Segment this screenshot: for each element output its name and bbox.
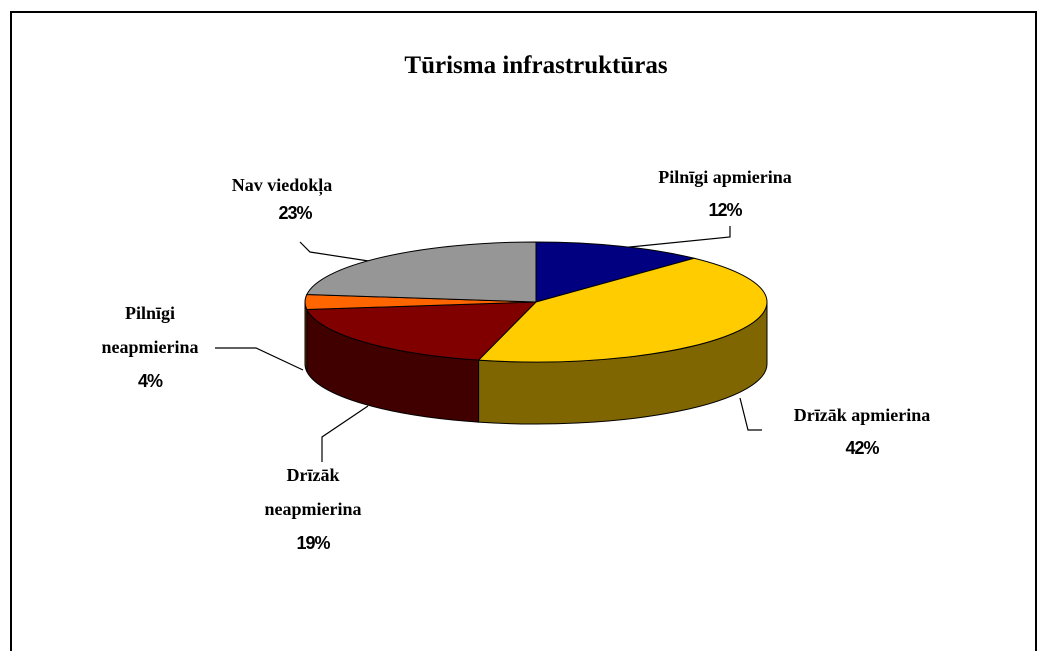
leader-line bbox=[599, 226, 731, 251]
value-label: 12% bbox=[708, 200, 742, 220]
pie-slice-side bbox=[304, 301, 308, 372]
category-label: Pilnīgi neapmierina bbox=[101, 303, 199, 357]
value-label: 23% bbox=[278, 203, 312, 223]
category-label: Drīzāk apmierina bbox=[793, 405, 931, 425]
value-label: 4% bbox=[137, 371, 163, 391]
leader-line bbox=[321, 405, 369, 462]
leader-line bbox=[299, 241, 376, 263]
leader-line bbox=[215, 347, 304, 371]
pie-slice bbox=[306, 301, 538, 361]
category-label: Pilnīgi apmierina bbox=[658, 167, 792, 187]
category-label: Drīzāk neapmierina bbox=[264, 465, 362, 519]
leader-line bbox=[739, 397, 762, 431]
leader-lines bbox=[215, 226, 762, 462]
category-label: Nav viedokļa bbox=[231, 175, 333, 195]
value-label: 42% bbox=[845, 438, 879, 458]
pie-slice bbox=[535, 241, 697, 303]
value-label: 19% bbox=[296, 533, 330, 553]
pie-slice bbox=[306, 241, 537, 303]
pie-slice bbox=[477, 257, 768, 363]
chart-title: Tūrisma infrastruktūras bbox=[404, 52, 668, 79]
